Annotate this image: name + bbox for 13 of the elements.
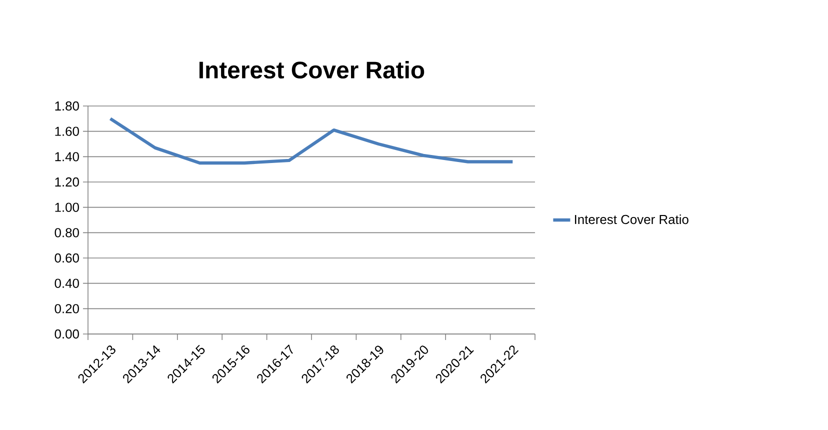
y-tick-label: 0.60 bbox=[54, 253, 79, 263]
y-tick-label: 1.60 bbox=[55, 126, 79, 136]
y-tick-label: 1.80 bbox=[55, 101, 79, 111]
line-series bbox=[108, 117, 514, 165]
y-tick-label: 0.80 bbox=[54, 228, 79, 238]
legend-label: Interest Cover Ratio bbox=[575, 214, 688, 224]
y-tick-label: 1.40 bbox=[55, 152, 79, 162]
y-tick-label: 1.20 bbox=[55, 177, 79, 187]
y-tick-label: 0.20 bbox=[54, 304, 79, 314]
chart-title: Interest Cover Ratio bbox=[199, 60, 424, 78]
y-tick-label: 0.40 bbox=[54, 278, 79, 288]
y-tick-label: 0.00 bbox=[54, 329, 79, 339]
y-tick-label: 1.00 bbox=[55, 202, 79, 212]
